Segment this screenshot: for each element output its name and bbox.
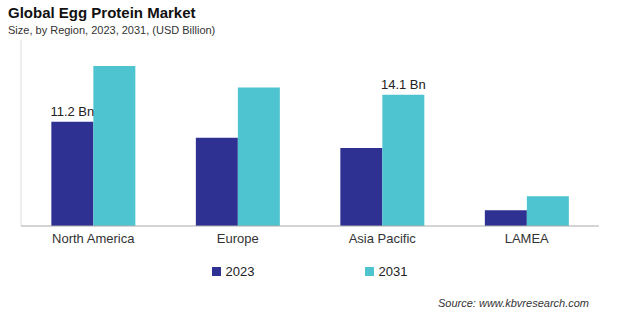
html-text:Global Egg Protein Market: Global Egg Protein Market [8, 4, 196, 21]
html-text:2031: 2031 [378, 264, 408, 279]
svg-text:North America: North America [52, 231, 135, 246]
html-text:Size, by Region, 2023, 2031, (: Size, by Region, 2023, 2031, (USD Billio… [8, 24, 216, 36]
html-text:Source: www.kbvresearch.com: Source: www.kbvresearch.com [438, 297, 589, 309]
svg-text:LAMEA: LAMEA [505, 231, 549, 246]
svg-text:11.2 Bn: 11.2 Bn [50, 104, 94, 119]
html-text:2023: 2023 [225, 264, 255, 279]
svg-text:Europe: Europe [217, 231, 259, 246]
svg-text:14.1 Bn: 14.1 Bn [381, 77, 426, 92]
svg-text:Asia Pacific: Asia Pacific [349, 231, 417, 246]
